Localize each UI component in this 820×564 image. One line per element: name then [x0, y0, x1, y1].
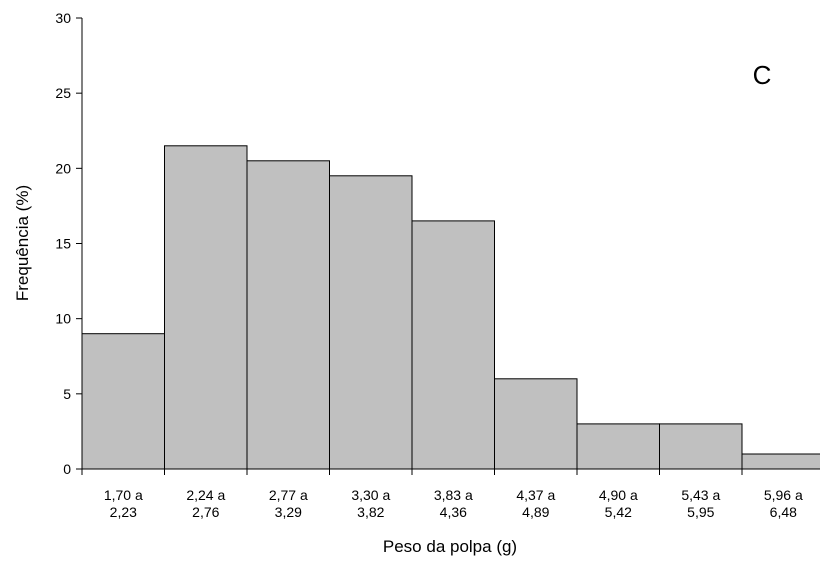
y-tick-label: 15: [55, 236, 71, 252]
bar-5: [411, 220, 495, 470]
x-category-label: 3,82: [357, 504, 384, 520]
bar-2: [164, 145, 248, 470]
x-category-label: 6,48: [770, 504, 797, 520]
bar-3: [246, 160, 330, 470]
y-tick-label: 25: [55, 85, 71, 101]
x-category-label: 3,83 a: [434, 487, 473, 503]
x-categories-group: 1,70 a2,23 2,24 a2,76 2,77 a3,29 3,30 a3,82…: [81, 469, 803, 520]
bar-9: [741, 453, 820, 470]
y-tick-label: 5: [63, 386, 71, 402]
x-category-label: 4,37 a: [516, 487, 555, 503]
x-category-label: 5,95: [687, 504, 714, 520]
x-category-label: 2,23: [110, 504, 137, 520]
bars-group: [81, 145, 820, 470]
x-category-label: 5,43 a: [681, 487, 720, 503]
x-category-label: 4,90 a: [599, 487, 638, 503]
panel-label: C: [753, 60, 772, 90]
x-category-label: 5,96 a: [764, 487, 803, 503]
x-axis-title: Peso da polpa (g): [383, 537, 517, 556]
x-category-label: 4,36: [440, 504, 467, 520]
bar-4: [329, 175, 413, 470]
x-category-label: 5,42: [605, 504, 632, 520]
bar-7: [576, 423, 660, 470]
x-category-label: 3,30 a: [351, 487, 390, 503]
bar-8: [659, 423, 743, 470]
bar-1: [81, 333, 165, 470]
x-category-label: 3,29: [275, 504, 302, 520]
y-tick-label: 30: [55, 10, 71, 26]
y-tick-label: 20: [55, 160, 71, 176]
x-category-label: 2,76: [192, 504, 219, 520]
y-ticks-group: 0 5 10 15 20 25 30: [55, 10, 82, 477]
y-tick-label: 0: [63, 461, 71, 477]
y-tick-label: 10: [55, 311, 71, 327]
x-category-label: 1,70 a: [104, 487, 143, 503]
x-category-label: 4,89: [522, 504, 549, 520]
x-category-label: 2,24 a: [186, 487, 225, 503]
y-axis-title: Frequência (%): [13, 185, 32, 301]
x-category-label: 2,77 a: [269, 487, 308, 503]
bar-6: [494, 378, 578, 470]
